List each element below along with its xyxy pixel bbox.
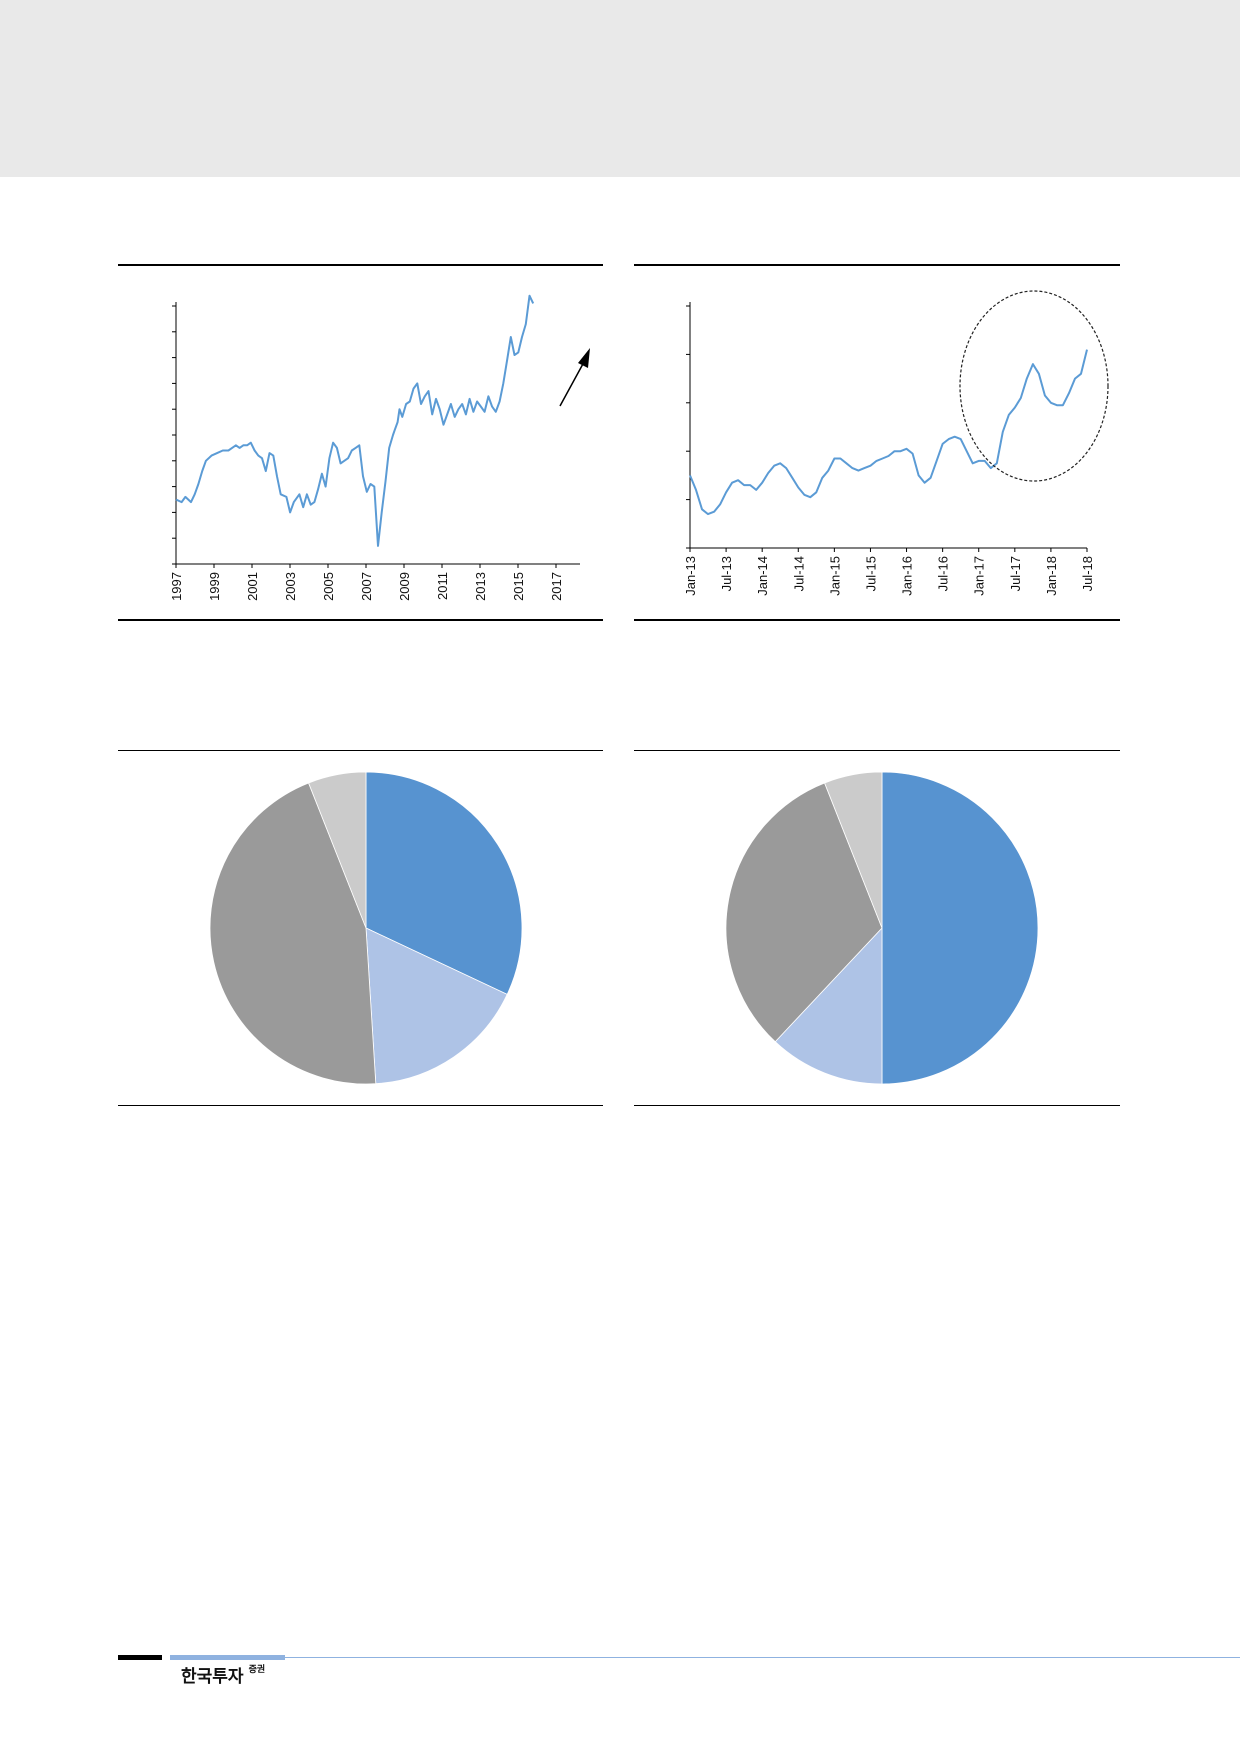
pie2-slice-3 bbox=[725, 782, 883, 1043]
chart1-bottom-rule bbox=[118, 619, 603, 621]
pie1-top-rule bbox=[118, 750, 603, 751]
x-tick-label: Jul-17 bbox=[1008, 556, 1023, 591]
data-line bbox=[689, 349, 1088, 516]
x-tick-label: Jan-13 bbox=[683, 556, 698, 596]
footer-brand-logo: 한국투자 증권 bbox=[181, 1662, 265, 1687]
x-tick-label: Jan-17 bbox=[972, 556, 987, 596]
chart2-top-rule bbox=[634, 264, 1120, 266]
x-tick-label: Jul-16 bbox=[936, 556, 951, 591]
chart2-bottom-rule bbox=[634, 619, 1120, 621]
x-tick-label: 2011 bbox=[435, 572, 450, 600]
footer-line bbox=[170, 1657, 1240, 1658]
x-tick-label: 2007 bbox=[359, 572, 374, 601]
x-tick-label: Jul-13 bbox=[719, 556, 734, 591]
pie1-slice-3 bbox=[209, 782, 377, 1085]
pie2-slice-1 bbox=[881, 771, 1039, 1085]
x-tick-label: Jan-16 bbox=[900, 556, 915, 596]
x-tick-label: Jul-14 bbox=[791, 556, 806, 591]
pie2-slice-2 bbox=[774, 926, 883, 1085]
x-tick-label: Jan-15 bbox=[827, 556, 842, 596]
pie2-bottom-rule bbox=[634, 1105, 1120, 1106]
x-tick-label: 2003 bbox=[283, 572, 298, 601]
x-tick-label: 1999 bbox=[207, 572, 222, 601]
pie1-slice-4 bbox=[308, 771, 367, 929]
brand-sub: 증권 bbox=[248, 1665, 266, 1675]
highlight-ellipse bbox=[959, 290, 1109, 482]
brand-main: 한국투자 bbox=[181, 1667, 244, 1687]
x-tick-label: 2005 bbox=[321, 572, 336, 601]
data-line bbox=[175, 294, 535, 547]
pie2-slice-4 bbox=[824, 771, 883, 929]
arrow-head-icon bbox=[578, 348, 590, 368]
x-tick-label: Jan-18 bbox=[1044, 556, 1059, 596]
x-tick-label: 1997 bbox=[169, 572, 184, 601]
x-tick-label: Jul-15 bbox=[863, 556, 878, 591]
footer-black-bar bbox=[118, 1655, 162, 1660]
header-band bbox=[0, 0, 1240, 177]
pie1-bottom-rule bbox=[118, 1105, 603, 1106]
x-tick-label: Jan-14 bbox=[755, 556, 770, 596]
pie2-top-rule bbox=[634, 750, 1120, 751]
x-tick-label: 2009 bbox=[397, 572, 412, 601]
x-tick-label: 2013 bbox=[473, 572, 488, 601]
x-tick-label: 2015 bbox=[511, 572, 526, 601]
pie1-slice-1 bbox=[365, 771, 523, 995]
x-tick-label: 2017 bbox=[549, 572, 564, 601]
arrow-annotation bbox=[559, 361, 585, 407]
chart1-top-rule bbox=[118, 264, 603, 266]
pie1-slice-2 bbox=[365, 927, 508, 1085]
x-tick-label: 2001 bbox=[245, 572, 260, 601]
x-tick-label: Jul-18 bbox=[1080, 556, 1095, 591]
